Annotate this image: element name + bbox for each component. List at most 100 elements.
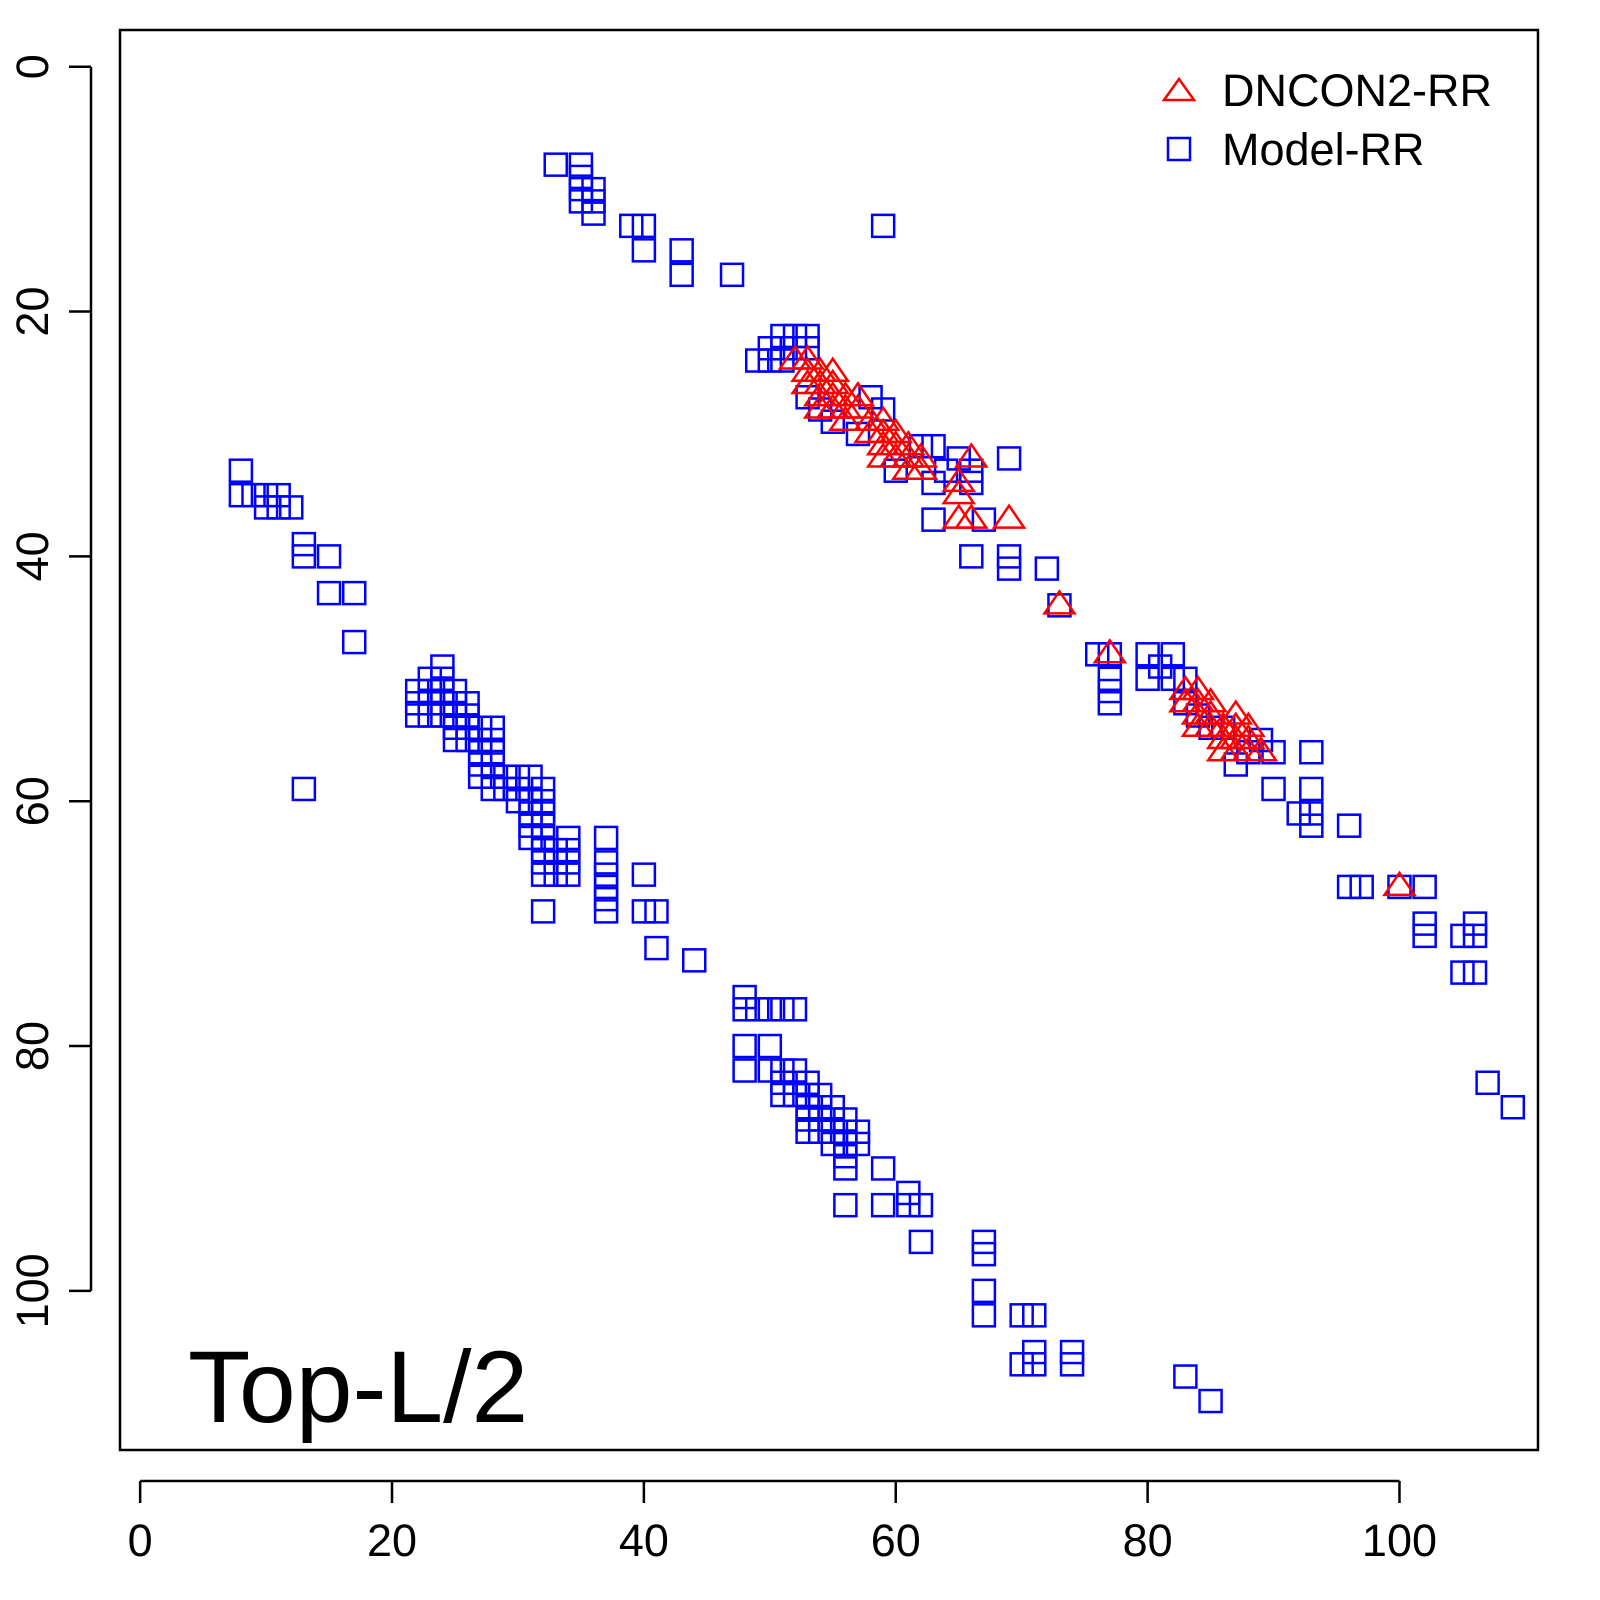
dncon2-rr-point — [1180, 674, 1216, 701]
model-rr-point — [266, 495, 291, 520]
model-rr-point — [757, 997, 783, 1022]
dncon2-rr-point — [991, 503, 1027, 529]
model-rr-point — [644, 899, 669, 924]
model-rr-point — [1160, 642, 1186, 667]
model-rr-point — [883, 458, 908, 483]
model-rr-point — [845, 1131, 871, 1157]
model-rr-point — [959, 544, 984, 569]
model-rr-point — [1009, 1303, 1034, 1328]
model-rr-point — [631, 899, 657, 924]
dncon2-rr-point — [1218, 699, 1254, 725]
dncon2-rr-point — [1193, 687, 1228, 713]
model-rr-point — [631, 238, 657, 263]
model-rr-point — [908, 1229, 934, 1255]
model-rr-point — [581, 201, 606, 226]
legend-square-marker — [1166, 136, 1192, 162]
model-rr-point — [870, 1192, 896, 1218]
model-rr-point — [971, 1278, 997, 1304]
dncon2-rr-point — [953, 442, 989, 468]
model-rr-point — [1022, 1352, 1047, 1377]
model-rr-point — [732, 1058, 757, 1083]
model-rr-point — [996, 446, 1022, 471]
x-tick-label: 60 — [871, 1515, 921, 1566]
dncon2-rr-point — [941, 478, 977, 505]
model-rr-point — [1450, 960, 1475, 985]
model-rr-point — [619, 213, 644, 239]
dncon2-rr-point — [1230, 723, 1266, 750]
model-rr-point — [732, 997, 757, 1022]
model-rr-point — [1261, 776, 1286, 802]
series-model-rr — [228, 152, 1526, 1414]
model-rr-point — [593, 899, 619, 924]
model-rr-point — [719, 262, 745, 288]
model-rr-point — [1412, 923, 1437, 949]
model-rr-point — [971, 1241, 997, 1267]
model-rr-point — [1034, 556, 1060, 581]
model-rr-point — [971, 1303, 997, 1328]
legend-triangle-marker — [1161, 76, 1197, 102]
model-rr-point — [1173, 1364, 1198, 1389]
model-rr-point — [341, 580, 367, 606]
y-axis: 0 20 40 60 80 100 — [7, 54, 93, 1328]
dncon2-rr-point — [1230, 711, 1266, 738]
y-tick-label: 60 — [7, 776, 58, 826]
dncon2-rr-point — [953, 503, 989, 529]
model-rr-point — [1059, 1352, 1085, 1377]
model-rr-point — [833, 1156, 858, 1181]
dncon2-rr-point — [840, 393, 876, 419]
legend-label-model-rr: Model-RR — [1222, 124, 1425, 175]
model-rr-point — [1412, 874, 1437, 900]
plot-frame — [118, 28, 1540, 1452]
series-dncon2-rr — [777, 344, 1417, 897]
model-rr-point — [870, 1156, 896, 1181]
model-rr-point — [530, 899, 556, 924]
model-rr-point — [782, 997, 808, 1022]
model-rr-point — [1022, 1303, 1047, 1328]
dncon2-rr-point — [802, 393, 838, 419]
model-rr-point — [744, 997, 770, 1022]
model-rr-point — [682, 948, 707, 973]
x-tick-label: 80 — [1123, 1515, 1173, 1566]
model-rr-point — [279, 495, 304, 520]
model-rr-point — [1336, 813, 1362, 838]
dncon2-rr-point — [1193, 699, 1228, 725]
model-rr-point — [631, 862, 657, 887]
model-rr-point — [1299, 813, 1324, 838]
legend-label-dncon2-rr: DNCON2-RR — [1222, 65, 1492, 116]
panel-label: Top-L/2 — [188, 1330, 528, 1444]
y-tick-label: 20 — [7, 287, 58, 337]
y-tick-label: 40 — [7, 531, 58, 581]
dncon2-rr-point — [1092, 638, 1128, 664]
model-rr-point — [669, 238, 694, 263]
x-tick-label: 100 — [1362, 1515, 1437, 1566]
model-rr-point — [896, 1192, 921, 1218]
x-tick-label: 0 — [128, 1515, 153, 1566]
model-rr-point — [543, 152, 568, 177]
dncon2-rr-point — [878, 417, 914, 444]
model-rr-point — [732, 1033, 757, 1059]
dncon2-rr-point — [1243, 736, 1279, 762]
model-rr-point — [556, 862, 581, 887]
dncon2-rr-point — [1042, 589, 1077, 615]
dncon2-rr-point — [840, 381, 876, 407]
x-tick-label: 20 — [367, 1515, 417, 1566]
dncon2-rr-point — [903, 442, 939, 468]
dncon2-rr-point — [790, 344, 825, 370]
x-tick-label: 40 — [619, 1515, 669, 1566]
model-rr-point — [1475, 1070, 1500, 1096]
model-rr-point — [228, 458, 254, 483]
model-rr-point — [820, 409, 846, 434]
model-rr-point — [1009, 1352, 1034, 1377]
model-rr-point — [669, 262, 694, 288]
model-rr-point — [291, 776, 317, 802]
dncon2-rr-point — [941, 466, 977, 493]
model-rr-point — [1500, 1094, 1526, 1120]
model-rr-point — [341, 629, 367, 655]
model-rr-point — [228, 482, 254, 508]
model-rr-point — [1462, 923, 1488, 949]
dncon2-rr-point — [815, 368, 851, 395]
x-axis: 0 20 40 60 80 100 — [128, 1479, 1437, 1566]
model-rr-point — [1299, 776, 1324, 802]
dncon2-rr-point — [903, 454, 939, 480]
